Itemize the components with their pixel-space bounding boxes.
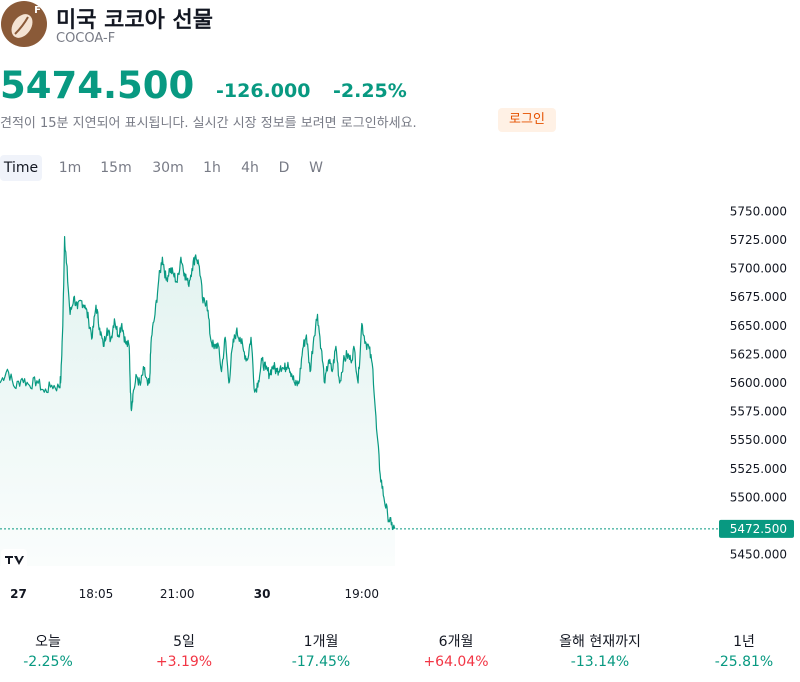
cocoa-bean-icon: F <box>1 1 47 47</box>
tab-d[interactable]: D <box>278 160 290 176</box>
tab-1h[interactable]: 1h <box>203 160 221 176</box>
tab-1m[interactable]: 1m <box>58 160 82 176</box>
tradingview-logo-icon[interactable] <box>1 549 27 571</box>
performance-item[interactable]: 올해 현재까지 -13.14% <box>532 632 668 672</box>
performance-label: 1년 <box>733 634 755 650</box>
x-tick-label: 30 <box>254 587 271 601</box>
performance-label: 오늘 <box>35 634 61 650</box>
performance-value: -2.25% <box>23 654 73 670</box>
y-tick-label: 5675.000 <box>730 290 787 304</box>
y-tick-label: 5450.000 <box>730 548 787 562</box>
last-price-badge <box>719 519 794 538</box>
performance-label: 올해 현재까지 <box>559 634 641 650</box>
tab-30m[interactable]: 30m <box>152 160 184 176</box>
performance-value: -25.81% <box>714 654 774 670</box>
performance-item[interactable]: 1년 -25.81% <box>676 632 800 672</box>
login-button[interactable]: 로그인 <box>498 108 556 132</box>
delay-notice: 견적이 15분 지연되어 표시됩니다. 실시간 시장 정보를 보려면 로그인하세… <box>0 116 417 131</box>
performance-value: +64.04% <box>423 654 489 670</box>
x-tick-label: 21:00 <box>160 587 195 601</box>
symbol-header: F 미국 코코아 선물 COCOA-F <box>0 0 800 50</box>
performance-item[interactable]: 1개월 -17.45% <box>253 632 389 672</box>
performance-item[interactable]: 오늘 -2.25% <box>0 632 116 672</box>
price-chart-svg: 5450.0005475.0005500.0005525.0005550.000… <box>0 204 794 601</box>
price-series-line <box>0 236 396 531</box>
performance-value: -17.45% <box>291 654 351 670</box>
performance-item[interactable]: 5일 +3.19% <box>116 632 252 672</box>
y-tick-label: 5525.000 <box>730 462 787 476</box>
price-change: -126.000 <box>216 80 311 102</box>
x-tick-label: 27 <box>10 587 27 601</box>
price-area <box>0 236 395 566</box>
performance-summary: 오늘 -2.25% 5일 +3.19% 1개월 -17.45% 6개월 +64.04% 올해 현… <box>0 632 800 676</box>
tab-w[interactable]: W <box>309 160 323 176</box>
symbol-code: COCOA-F <box>56 31 116 46</box>
performance-label: 6개월 <box>438 634 474 650</box>
price-chart[interactable]: 5450.0005475.0005500.0005525.0005550.000… <box>0 185 800 610</box>
y-tick-label: 5750.000 <box>730 204 787 218</box>
performance-item[interactable]: 6개월 +64.04% <box>388 632 524 672</box>
last-price: 5474.500 <box>0 64 195 107</box>
tab-4h[interactable]: 4h <box>241 160 259 176</box>
performance-label: 5일 <box>173 634 195 650</box>
performance-value: -13.14% <box>570 654 630 670</box>
performance-value: +3.19% <box>155 654 213 670</box>
y-tick-label: 5650.000 <box>730 319 787 333</box>
y-tick-label: 5575.000 <box>730 405 787 419</box>
tab-time[interactable]: Time <box>0 155 42 181</box>
x-tick-label: 18:05 <box>79 587 114 601</box>
y-tick-label: 5700.000 <box>730 262 787 276</box>
x-tick-label: 19:00 <box>344 587 379 601</box>
tab-15m[interactable]: 15m <box>100 160 132 176</box>
y-tick-label: 5500.000 <box>730 490 787 504</box>
performance-label: 1개월 <box>303 634 339 650</box>
page-title: 미국 코코아 선물 <box>56 8 213 33</box>
y-tick-label: 5725.000 <box>730 233 787 247</box>
y-tick-label: 5550.000 <box>730 433 787 447</box>
y-tick-label: 5600.000 <box>730 376 787 390</box>
logo-letter: F <box>34 5 41 16</box>
last-price-badge-label: 5472.500 <box>730 522 787 536</box>
quote-row: 5474.500 -126.000 -2.25% <box>0 62 800 107</box>
price-change-percent: -2.25% <box>333 80 407 102</box>
y-tick-label: 5625.000 <box>730 347 787 361</box>
